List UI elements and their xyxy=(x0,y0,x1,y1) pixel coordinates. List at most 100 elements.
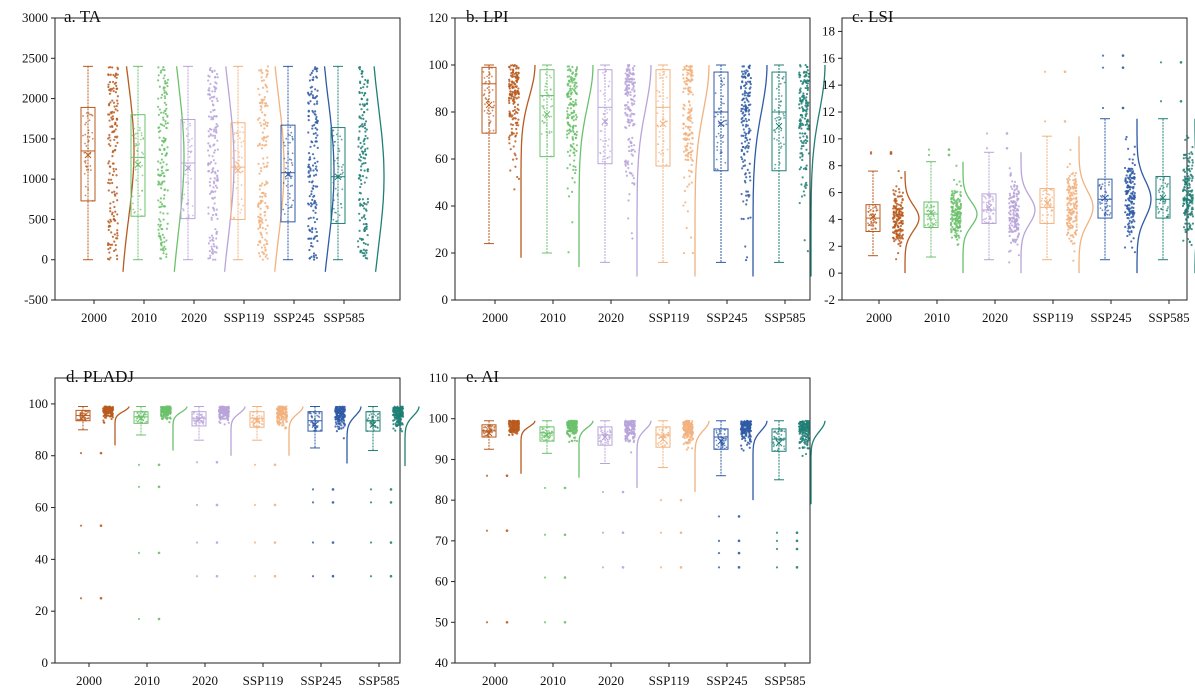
cloud-point xyxy=(104,416,108,419)
cloud-point xyxy=(109,202,112,205)
cloud-point xyxy=(162,116,165,119)
cloud-point xyxy=(214,184,217,187)
cloud-point xyxy=(742,134,745,137)
cloud-point xyxy=(211,236,215,239)
cloud-point xyxy=(1014,201,1017,204)
box-point xyxy=(867,229,870,232)
box-point xyxy=(929,210,932,213)
outlier-point xyxy=(79,597,83,600)
cloud-point xyxy=(742,97,745,101)
cloud-point xyxy=(162,252,165,255)
cloud-point xyxy=(950,223,953,226)
cloud-point xyxy=(744,245,747,248)
cloud-point xyxy=(164,109,167,112)
cloud-point xyxy=(691,131,694,135)
box-point xyxy=(658,72,661,75)
cloud-point xyxy=(111,235,114,238)
cloud-point xyxy=(311,69,314,72)
cloud-point xyxy=(358,237,362,240)
cloud-point xyxy=(162,218,165,221)
cloud-point xyxy=(959,206,962,210)
box-point xyxy=(1050,210,1053,212)
cloud-point xyxy=(511,90,514,94)
cloud-point xyxy=(513,101,516,104)
cloud-point xyxy=(309,100,312,103)
cloud-point xyxy=(741,76,745,79)
cloud-point xyxy=(572,88,576,92)
y-tick-label: 18 xyxy=(822,23,835,38)
cloud-point xyxy=(1131,180,1134,183)
cloud-point xyxy=(310,237,313,240)
cloud-point xyxy=(1070,213,1073,216)
cloud-point xyxy=(691,93,694,96)
cloud-point xyxy=(157,74,160,77)
box-point xyxy=(723,77,725,80)
cloud-point xyxy=(631,154,635,157)
outlier-point xyxy=(273,541,277,544)
cloud-point xyxy=(625,92,628,96)
outlier-point xyxy=(927,153,931,157)
cloud-point xyxy=(316,185,319,188)
cloud-point xyxy=(1186,172,1189,175)
cloud-point xyxy=(1126,206,1129,210)
cloud-point xyxy=(361,198,365,201)
cloud-point xyxy=(361,251,364,255)
cloud-point xyxy=(221,417,225,420)
box-point xyxy=(773,137,776,140)
series-2010 xyxy=(130,65,185,272)
cloud-point xyxy=(216,179,219,182)
box-point xyxy=(987,201,990,204)
box-point xyxy=(242,204,245,207)
cloud-point xyxy=(1010,228,1013,232)
cloud-point xyxy=(682,251,686,255)
cloud-point xyxy=(1008,261,1011,264)
cloud-point xyxy=(208,97,212,100)
cloud-point xyxy=(748,175,752,178)
cloud-point xyxy=(106,411,109,415)
cloud-point xyxy=(1188,240,1191,244)
cloud-point xyxy=(315,136,318,139)
panel-ta-title: a. TA xyxy=(64,7,102,26)
cloud-point xyxy=(566,94,569,98)
series-ssp245 xyxy=(280,65,335,272)
box-point xyxy=(181,180,184,183)
box-point xyxy=(242,131,245,134)
cloud-point xyxy=(954,220,957,224)
cloud-point xyxy=(805,101,808,104)
cloud-point xyxy=(1071,242,1074,245)
cloud-point xyxy=(213,209,216,212)
cloud-point xyxy=(1074,201,1077,204)
cloud-point xyxy=(213,149,217,152)
box-point xyxy=(240,184,243,186)
cloud-point xyxy=(512,97,515,101)
outlier-point xyxy=(331,541,335,544)
outlier-point xyxy=(1121,54,1125,57)
box-point xyxy=(340,203,343,205)
box-point xyxy=(187,150,190,153)
cloud-point xyxy=(266,104,269,107)
cloud-point xyxy=(258,255,262,258)
cloud-point xyxy=(281,412,284,416)
box-point xyxy=(139,138,142,141)
iqr-box xyxy=(923,201,939,228)
cloud-point xyxy=(1008,194,1012,197)
cloud-point xyxy=(103,421,106,424)
cloud-point xyxy=(310,71,313,75)
cloud-point xyxy=(565,110,569,113)
outlier-point xyxy=(869,151,873,154)
box-point xyxy=(341,188,344,191)
cloud-point xyxy=(307,163,310,166)
outlier-point xyxy=(195,461,199,464)
cloud-point xyxy=(314,173,318,176)
cloud-point xyxy=(799,65,802,68)
cloud-point xyxy=(571,111,575,114)
cloud-point xyxy=(261,236,264,239)
cloud-point xyxy=(1189,227,1192,230)
cloud-point xyxy=(215,174,219,177)
box-point xyxy=(134,145,137,147)
cloud-point xyxy=(309,92,313,95)
box-point xyxy=(988,217,991,220)
cloud-point xyxy=(162,161,165,164)
cloud-point xyxy=(315,218,319,221)
cloud-point xyxy=(686,125,690,129)
